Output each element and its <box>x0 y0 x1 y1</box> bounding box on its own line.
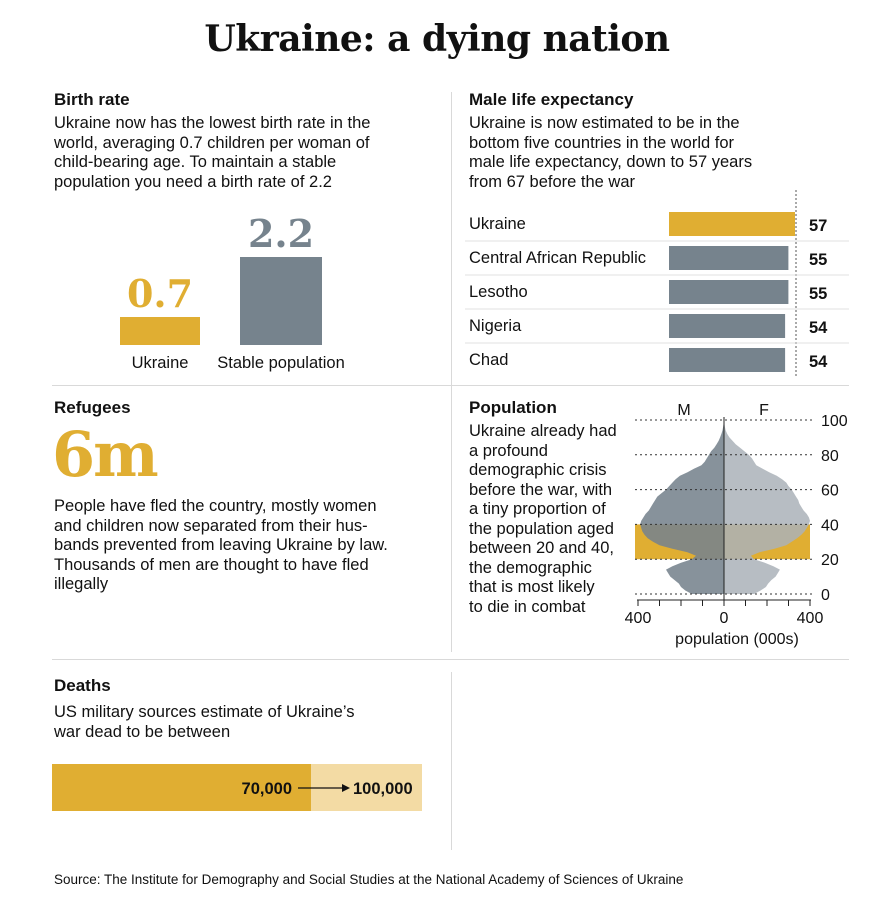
data-label: 55 <box>809 251 827 269</box>
category-label: Chad <box>469 351 508 369</box>
text-line: demographic crisis <box>469 461 607 479</box>
bar <box>669 212 795 236</box>
text-line: the demographic <box>469 558 592 577</box>
birth-rate-chart: 0.7 Ukraine 2.2 Stable population <box>120 211 345 372</box>
text-line: People have fled the country, mostly wom… <box>54 497 377 515</box>
life-expectancy-chart: Ukraine 57 Central African Republic 55 Lesot… <box>465 190 849 376</box>
data-label: 54 <box>809 319 828 337</box>
text-line: from 67 before the war <box>469 172 635 191</box>
divider-vertical-bottom <box>451 672 452 850</box>
divider-vertical-top <box>451 92 452 652</box>
y-tick-label: 80 <box>821 448 839 465</box>
text-line: the population aged <box>469 519 614 538</box>
y-tick-label: 100 <box>821 413 848 430</box>
text-line: to die in combat <box>469 597 586 616</box>
bar <box>669 314 786 338</box>
population-text: Ukraine already had a profound demograph… <box>469 422 639 617</box>
series-label-female: F <box>759 402 769 419</box>
arrowhead <box>342 784 350 792</box>
text-line: Thousands of men are thought to have fle… <box>54 555 369 574</box>
bar <box>240 257 322 345</box>
x-tick-label: 400 <box>797 610 824 627</box>
population-heading: Population <box>469 398 557 417</box>
deaths-heading: Deaths <box>54 676 111 695</box>
range-bar-low <box>52 764 311 811</box>
text-line: a profound <box>469 441 548 460</box>
male-area <box>640 420 724 594</box>
page-title: Ukraine: a dying nation <box>204 18 670 60</box>
data-label: 2.2 <box>248 211 314 256</box>
text-line: between 20 and 40, <box>469 539 614 557</box>
text-line: bands prevented from leaving Ukraine by … <box>54 536 388 554</box>
deaths-range-chart: 70,000 100,000 <box>52 764 422 811</box>
data-label: 0.7 <box>127 271 193 316</box>
life-expectancy-text: Ukraine is now estimated to be in the bo… <box>469 114 849 192</box>
category-label: Nigeria <box>469 317 522 335</box>
deaths-text: US military sources estimate of Ukraine’… <box>54 703 434 742</box>
divider-horizontal-2 <box>52 659 849 660</box>
category-label: Ukraine <box>132 354 189 372</box>
text-line: world, averaging 0.7 children per woman … <box>54 133 370 152</box>
category-label: Stable population <box>217 354 345 372</box>
category-label: Ukraine <box>469 215 526 233</box>
y-tick-label: 40 <box>821 517 839 534</box>
text-line: that is most likely <box>469 578 595 596</box>
birth-rate-text: Ukraine now has the lowest birth rate in… <box>54 114 434 192</box>
birth-rate-heading: Birth rate <box>54 90 130 109</box>
source-note: Source: The Institute for Demography and… <box>54 872 684 887</box>
text-line: war dead to be between <box>54 722 231 741</box>
text-line: and children now separated from their hu… <box>54 516 368 535</box>
text-line: Ukraine is now estimated to be in the <box>469 114 740 132</box>
text-line: population you need a birth rate of 2.2 <box>54 172 332 191</box>
refugees-figure: 6m <box>52 418 159 491</box>
refugees-heading: Refugees <box>54 398 131 417</box>
category-label: Central African Republic <box>469 249 646 267</box>
x-tick-label: 400 <box>625 610 652 627</box>
bar <box>669 348 786 372</box>
text-line: US military sources estimate of Ukraine’… <box>54 703 355 721</box>
population-pyramid-chart: M F 0 20 40 60 80 100 400 0 400 population (000s) <box>625 402 848 648</box>
text-line: bottom five countries in the world for <box>469 133 735 152</box>
high-value-label: 100,000 <box>353 780 413 798</box>
life-expectancy-heading: Male life expectancy <box>469 90 634 109</box>
data-label: 55 <box>809 285 827 303</box>
text-line: male life expectancy, down to 57 years <box>469 153 753 171</box>
category-label: Lesotho <box>469 283 528 301</box>
bar <box>669 280 789 304</box>
y-tick-label: 0 <box>821 587 830 604</box>
series-label-male: M <box>677 402 690 419</box>
x-axis-label: population (000s) <box>675 631 799 648</box>
bar <box>669 246 789 270</box>
divider-horizontal-1 <box>52 385 849 386</box>
data-label: 57 <box>809 217 827 235</box>
data-label: 54 <box>809 353 828 371</box>
y-tick-label: 20 <box>821 552 839 569</box>
y-tick-label: 60 <box>821 483 839 500</box>
text-line: before the war, with <box>469 480 613 499</box>
text-line: a tiny proportion of <box>469 500 606 518</box>
x-tick-label: 0 <box>720 610 729 627</box>
low-value-label: 70,000 <box>242 780 292 798</box>
text-line: Ukraine already had <box>469 422 617 440</box>
text-line: child-bearing age. To maintain a stable <box>54 153 337 171</box>
bar <box>120 317 200 345</box>
text-line: illegally <box>54 575 109 593</box>
female-area <box>724 420 810 594</box>
text-line: Ukraine now has the lowest birth rate in… <box>54 114 371 132</box>
refugees-text: People have fled the country, mostly wom… <box>54 497 444 595</box>
